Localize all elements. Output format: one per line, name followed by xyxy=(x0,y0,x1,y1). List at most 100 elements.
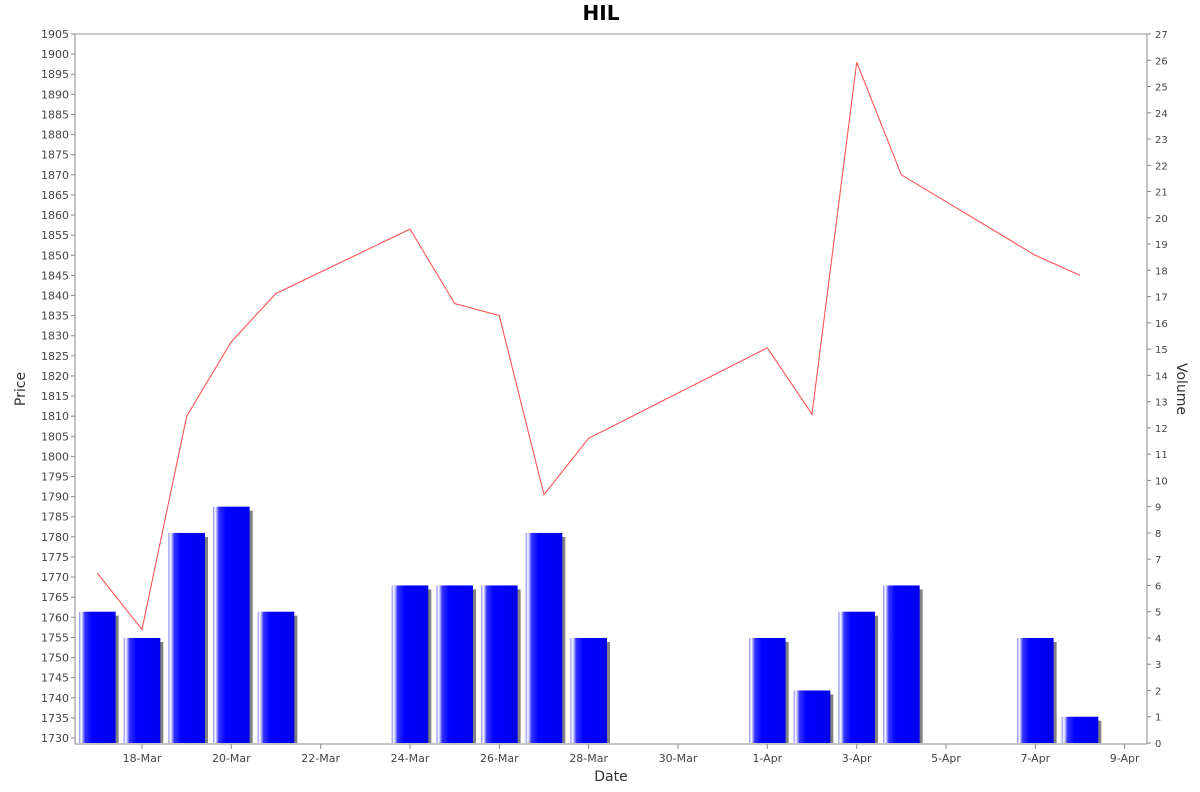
volume-bar xyxy=(1061,716,1099,743)
volume-tick-label: 6 xyxy=(1155,581,1161,592)
date-tick-label: 28-Mar xyxy=(569,752,608,765)
volume-tick-label: 27 xyxy=(1155,30,1168,41)
volume-tick-label: 15 xyxy=(1155,345,1168,356)
volume-tick-label: 13 xyxy=(1155,398,1168,409)
price-tick-label: 1900 xyxy=(41,48,69,61)
price-tick-label: 1835 xyxy=(41,310,69,323)
volume-tick-label: 19 xyxy=(1155,240,1168,251)
volume-bars xyxy=(79,506,1102,743)
volume-tick-label: 22 xyxy=(1155,161,1168,172)
volume-bar xyxy=(793,690,831,743)
price-tick-label: 1815 xyxy=(41,390,69,403)
volume-bar xyxy=(123,637,161,743)
date-tick-label: 18-Mar xyxy=(123,752,162,765)
volume-tick-label: 24 xyxy=(1155,109,1168,120)
volume-tick-label: 14 xyxy=(1155,371,1168,382)
volume-tick-label: 10 xyxy=(1155,476,1168,487)
volume-bar xyxy=(257,611,295,743)
volume-tick-label: 8 xyxy=(1155,529,1161,540)
volume-bar xyxy=(883,585,920,743)
volume-bar xyxy=(838,611,875,743)
price-tick-label: 1750 xyxy=(41,652,69,665)
y-axis-right-title: Volume xyxy=(1173,363,1189,415)
volume-bar xyxy=(213,506,250,743)
volume-bar xyxy=(1017,637,1054,743)
price-tick-label: 1770 xyxy=(41,571,69,584)
volume-tick-label: 25 xyxy=(1155,83,1168,94)
volume-tick-label: 1 xyxy=(1155,713,1161,724)
volume-tick-label: 18 xyxy=(1155,266,1168,277)
price-tick-label: 1780 xyxy=(41,531,69,544)
price-tick-label: 1730 xyxy=(41,732,69,745)
volume-tick-label: 5 xyxy=(1155,608,1161,619)
volume-tick-label: 12 xyxy=(1155,424,1168,435)
price-tick-label: 1800 xyxy=(41,450,69,463)
price-tick-label: 1885 xyxy=(41,108,69,121)
price-axis: 1730 1735 1740 1745 1750 1755 1760 1765 1770 1775… xyxy=(41,28,76,745)
volume-tick-label: 16 xyxy=(1155,319,1168,330)
date-tick-label: 7-Apr xyxy=(1020,752,1050,765)
volume-tick-label: 23 xyxy=(1155,135,1168,146)
volume-axis: 0123456789101112131415161718192021222324… xyxy=(1146,30,1168,750)
price-tick-label: 1795 xyxy=(41,471,69,484)
volume-bar xyxy=(79,611,116,743)
price-line-group xyxy=(96,61,1081,631)
date-tick-label: 9-Apr xyxy=(1110,752,1140,765)
price-tick-label: 1830 xyxy=(41,330,69,343)
price-tick-label: 1865 xyxy=(41,189,69,202)
price-tick-label: 1890 xyxy=(41,88,69,101)
price-tick-label: 1870 xyxy=(41,169,69,182)
price-tick-label: 1765 xyxy=(41,591,69,604)
volume-bar xyxy=(525,532,563,743)
date-tick-label: 5-Apr xyxy=(931,752,961,765)
price-line xyxy=(96,61,1081,631)
volume-tick-label: 20 xyxy=(1155,214,1168,225)
chart-title: HIL xyxy=(583,1,620,25)
volume-bar xyxy=(391,585,429,743)
date-tick-label: 22-Mar xyxy=(301,752,340,765)
date-axis: 18-Mar 20-Mar 22-Mar 24-Mar 26-Mar 28-Mar 30-M… xyxy=(75,743,1147,765)
date-tick-label: 24-Mar xyxy=(391,752,430,765)
volume-tick-label: 7 xyxy=(1155,555,1161,566)
price-tick-label: 1745 xyxy=(41,672,69,685)
price-tick-label: 1880 xyxy=(41,129,69,142)
price-tick-label: 1840 xyxy=(41,289,69,302)
volume-bar xyxy=(481,585,518,743)
price-tick-label: 1735 xyxy=(41,712,69,725)
volume-tick-label: 3 xyxy=(1155,660,1161,671)
price-tick-label: 1850 xyxy=(41,249,69,262)
volume-tick-label: 26 xyxy=(1155,56,1168,67)
price-tick-label: 1740 xyxy=(41,692,69,705)
price-tick-label: 1790 xyxy=(41,491,69,504)
price-tick-label: 1905 xyxy=(41,28,69,41)
price-tick-label: 1845 xyxy=(41,269,69,282)
price-tick-label: 1785 xyxy=(41,511,69,524)
price-tick-label: 1755 xyxy=(41,631,69,644)
volume-tick-label: 4 xyxy=(1155,634,1161,645)
x-axis-title: Date xyxy=(594,769,627,785)
volume-tick-label: 2 xyxy=(1155,686,1161,697)
plot-background xyxy=(74,33,1148,745)
volume-bar xyxy=(749,637,786,743)
date-tick-label: 26-Mar xyxy=(480,752,519,765)
volume-bar xyxy=(436,585,473,743)
date-tick-label: 1-Apr xyxy=(752,752,782,765)
price-tick-label: 1805 xyxy=(41,430,69,443)
volume-tick-label: 0 xyxy=(1155,739,1161,750)
price-tick-label: 1775 xyxy=(41,551,69,564)
volume-bar xyxy=(168,532,205,743)
volume-tick-label: 9 xyxy=(1155,503,1161,514)
price-tick-label: 1810 xyxy=(41,410,69,423)
price-tick-label: 1855 xyxy=(41,229,69,242)
price-tick-label: 1760 xyxy=(41,611,69,624)
price-tick-label: 1895 xyxy=(41,68,69,81)
price-tick-label: 1875 xyxy=(41,149,69,162)
price-tick-label: 1820 xyxy=(41,370,69,383)
volume-tick-label: 17 xyxy=(1155,293,1168,304)
price-tick-label: 1860 xyxy=(41,209,69,222)
date-tick-label: 30-Mar xyxy=(659,752,698,765)
volume-tick-label: 21 xyxy=(1155,188,1168,199)
price-tick-label: 1825 xyxy=(41,350,69,363)
volume-bar xyxy=(570,637,607,743)
